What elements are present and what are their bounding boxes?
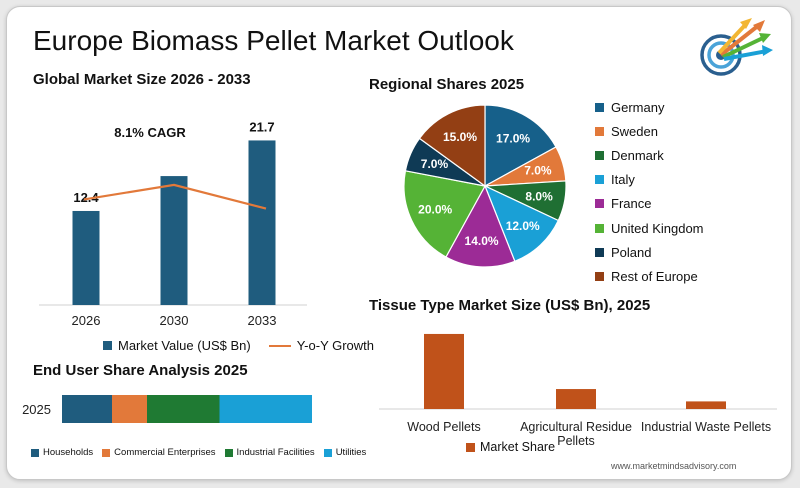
legend-label-market-value: Market Value (US$ Bn) (118, 338, 251, 353)
y-tick-label-2025: 2025 (22, 402, 51, 417)
legend-swatch-sweden (595, 126, 604, 136)
slice-italy (483, 184, 560, 263)
end-user-title: End User Share Analysis 2025 (33, 362, 248, 379)
bar-agricultural-residue-pellets (556, 389, 596, 409)
slice-united-kingdom (403, 170, 486, 258)
legend-swatch-market-value (103, 341, 112, 350)
legend-item-utilities: Utilities (323, 447, 367, 458)
tissue-type-chart: Wood Pellets Agricultural Residue Pellets I… (379, 333, 777, 447)
dashboard-card: Europe Biomass Pellet Market Outlook Glo… (6, 6, 792, 480)
legend-swatch-utilities (323, 448, 332, 457)
legend-item-denmark: Denmark (595, 143, 704, 167)
legend-item-poland: Poland (595, 240, 704, 264)
legend-label-growth: Y-o-Y Growth (296, 338, 375, 353)
legend-label-commercial-enterprises: Commercial Enterprises (114, 447, 216, 458)
slice-rest-of-europe (418, 104, 486, 188)
slice-label-denmark: 8.0% (525, 189, 553, 203)
legend-item-germany: Germany (595, 95, 704, 119)
legend-swatch-rest-of-europe (595, 271, 604, 281)
slice-label-united-kingdom: 20.0% (418, 202, 452, 216)
regional-shares-title: Regional Shares 2025 (369, 76, 525, 93)
slice-france (445, 184, 516, 268)
regional-shares-pie: 17.0% 7.0% 8.0% 12.0% 14.0% 20.0% 7.0% 15.0% (403, 104, 567, 268)
tissue-type-title: Tissue Type Market Size (US$ Bn), 2025 (369, 297, 651, 314)
x-tick-label-2030: 2030 (160, 313, 189, 328)
legend-label-denmark: Denmark (611, 147, 664, 163)
slice-label-italy: 12.0% (506, 219, 540, 233)
growth-line (83, 183, 267, 210)
global-market-chart: 2026 12.4 2030 2033 21.7 8.1% CAGR (39, 119, 307, 328)
slice-germany (484, 104, 557, 188)
legend-swatch-market-share (466, 442, 475, 452)
legend-label-united-kingdom: United Kingdom (611, 220, 704, 236)
slice-label-sweden: 7.0% (524, 164, 552, 178)
segment-industrial-facilities (147, 395, 220, 423)
bar-wood-pellets (424, 333, 464, 409)
legend-swatch-italy (595, 175, 604, 185)
legend-swatch-households (31, 448, 39, 457)
end-user-stacked-bar: 2025 (22, 395, 312, 423)
bar-2033 (248, 140, 276, 305)
bar-2030 (160, 176, 188, 305)
legend-item-industrial-facilities: Industrial Facilities (224, 447, 315, 458)
legend-item-france: France (595, 192, 704, 216)
segment-commercial-enterprises (112, 395, 147, 423)
legend-label-industrial-facilities: Industrial Facilities (236, 447, 315, 458)
legend-label-italy: Italy (611, 172, 635, 188)
slice-label-france: 14.0% (465, 234, 499, 248)
legend-swatch-industrial-facilities (224, 448, 233, 457)
page-title: Europe Biomass Pellet Market Outlook (33, 25, 514, 56)
x-tick-label-industrial-waste-pellets: Industrial Waste Pellets (641, 420, 771, 434)
legend-swatch-germany (595, 102, 604, 112)
legend-item-households: Households (31, 447, 93, 458)
bar-2026 (72, 210, 100, 305)
target-arrows-logo-icon (700, 18, 773, 76)
slice-label-poland: 7.0% (421, 157, 449, 171)
legend-label-utilities: Utilities (335, 447, 367, 458)
slice-label-rest-of-europe: 15.0% (443, 130, 477, 144)
x-tick-label-agricultural-residue-pellets: Agricultural Residue Pellets (520, 420, 632, 447)
global-market-title: Global Market Size 2026 - 2033 (33, 71, 251, 88)
x-tick-label-wood-pellets: Wood Pellets (407, 420, 480, 434)
data-label-2033: 21.7 (249, 119, 274, 134)
legend-item-commercial-enterprises: Commercial Enterprises (102, 447, 216, 458)
regional-legend: Germany Sweden Denmark Italy France United Ki… (595, 95, 704, 289)
legend-label-households: Households (43, 447, 94, 458)
legend-label-france: France (611, 196, 652, 212)
legend-item-rest-of-europe: Rest of Europe (595, 264, 704, 288)
legend-swatch-growth (268, 344, 291, 347)
cagr-annotation: 8.1% CAGR (114, 125, 186, 140)
legend-swatch-denmark (595, 150, 604, 160)
legend-item-italy: Italy (595, 168, 704, 192)
legend-swatch-commercial-enterprises (102, 448, 111, 457)
end-user-legend: Households Commercial Enterprises Industri… (31, 447, 375, 458)
legend-swatch-poland (595, 247, 604, 257)
legend-item-united-kingdom: United Kingdom (595, 216, 704, 240)
x-tick-label-2033: 2033 (248, 313, 277, 328)
global-market-legend: Market Value (US$ Bn) Y-o-Y Growth (103, 338, 374, 353)
legend-swatch-france (595, 199, 604, 209)
legend-label-poland: Poland (611, 244, 652, 260)
x-tick-label-2026: 2026 (72, 313, 101, 328)
tissue-type-legend: Market Share (466, 440, 555, 454)
legend-swatch-united-kingdom (595, 223, 604, 233)
website-url: www.marketmindsadvisory.com (611, 461, 737, 471)
legend-label-market-share: Market Share (480, 440, 556, 454)
legend-label-sweden: Sweden (611, 123, 658, 139)
legend-item-sweden: Sweden (595, 119, 704, 143)
legend-label-rest-of-europe: Rest of Europe (611, 268, 698, 284)
segment-utilities (219, 395, 312, 423)
segment-households (62, 395, 112, 423)
slice-label-germany: 17.0% (496, 132, 530, 146)
legend-label-germany: Germany (611, 99, 665, 115)
data-label-2026: 12.4 (73, 190, 99, 205)
bar-industrial-waste-pellets (686, 401, 726, 409)
